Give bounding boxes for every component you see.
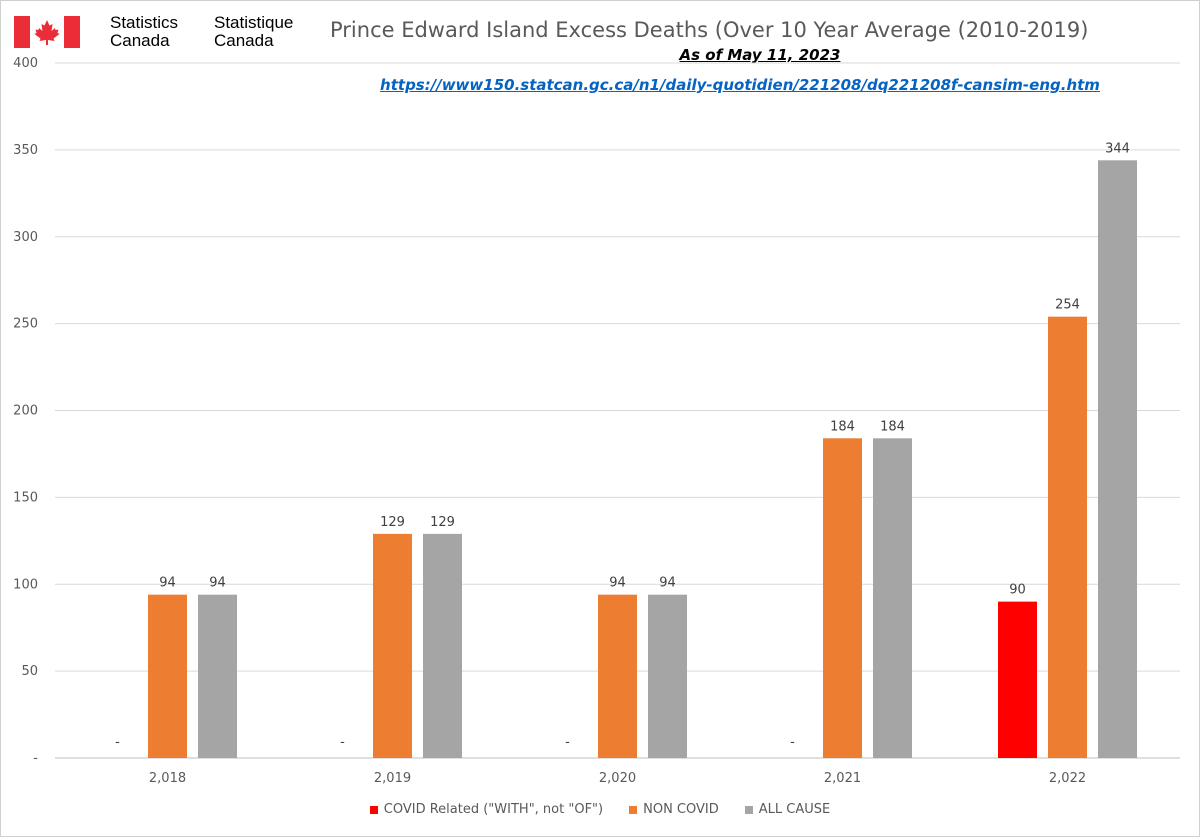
bar-all-cause-3 xyxy=(873,438,912,758)
y-axis-ticks: - 50 100 150 200 250 300 350 400 xyxy=(13,56,38,766)
legend-label: COVID Related ("WITH", not "OF") xyxy=(383,802,604,817)
y-tick-label: 150 xyxy=(13,490,38,505)
bar-non-covid-3 xyxy=(823,438,862,758)
legend-item: NON COVID xyxy=(629,802,719,817)
legend-swatch xyxy=(369,805,378,814)
wordmark-english: Statistics Canada xyxy=(110,14,200,50)
data-label: 129 xyxy=(430,515,455,530)
data-label: 94 xyxy=(159,576,176,591)
y-tick-label: 100 xyxy=(13,577,38,592)
legend: COVID Related ("WITH", not "OF") NON COVI… xyxy=(0,802,1200,817)
canada-flag-icon xyxy=(14,16,80,48)
legend-label: NON COVID xyxy=(643,802,719,817)
data-label: - xyxy=(790,735,795,750)
legend-swatch xyxy=(744,805,753,814)
bar-non-covid-0 xyxy=(148,594,187,758)
y-tick-label: - xyxy=(33,751,38,766)
y-tick-label: 350 xyxy=(13,143,38,158)
data-label: 344 xyxy=(1105,141,1130,156)
y-tick-label: 250 xyxy=(13,317,38,332)
wordmark-fr-line1: Statistique xyxy=(214,13,294,32)
bar-all-cause-0 xyxy=(198,594,237,758)
bar-covid-related-with-not-of-4 xyxy=(998,601,1037,758)
data-labels: - 94 94 - 129 129 - 94 94 - 184 184 90 254 344 xyxy=(115,141,1130,750)
x-tick-label: 2,019 xyxy=(374,771,411,786)
maple-leaf-icon xyxy=(34,20,60,45)
legend-swatch xyxy=(629,805,638,814)
data-label: - xyxy=(340,735,345,750)
wordmark-french: Statistique Canada xyxy=(214,14,324,50)
data-label: 129 xyxy=(380,515,405,530)
chart-title: Prince Edward Island Excess Deaths (Over… xyxy=(330,18,1089,42)
y-tick-label: 400 xyxy=(13,56,38,71)
data-label: 94 xyxy=(609,576,626,591)
bars xyxy=(148,160,1137,759)
data-label: 90 xyxy=(1009,583,1026,598)
data-label: 94 xyxy=(209,576,226,591)
data-label: 184 xyxy=(830,419,855,434)
source-link[interactable]: https://www150.statcan.gc.ca/n1/daily-qu… xyxy=(380,76,1100,94)
bar-non-covid-1 xyxy=(373,533,412,758)
x-tick-label: 2,021 xyxy=(824,771,861,786)
data-label: - xyxy=(115,735,120,750)
x-tick-label: 2,018 xyxy=(149,771,186,786)
bar-all-cause-2 xyxy=(648,594,687,758)
x-axis-ticks: 2,018 2,019 2,020 2,021 2,022 xyxy=(149,771,1086,786)
legend-item: ALL CAUSE xyxy=(744,802,831,817)
bar-non-covid-2 xyxy=(598,594,637,758)
data-label: - xyxy=(565,735,570,750)
bar-non-covid-4 xyxy=(1048,316,1087,758)
y-tick-label: 50 xyxy=(21,664,38,679)
bar-all-cause-1 xyxy=(423,533,462,758)
bar-all-cause-4 xyxy=(1098,160,1137,759)
flag-left-bar xyxy=(14,16,30,48)
x-tick-label: 2,022 xyxy=(1049,771,1086,786)
data-label: 184 xyxy=(880,419,905,434)
wordmark-en-line1: Statistics xyxy=(110,13,179,32)
x-tick-label: 2,020 xyxy=(599,771,636,786)
y-tick-label: 200 xyxy=(13,404,38,419)
data-label: 94 xyxy=(659,576,676,591)
wordmark-en-line2: Canada xyxy=(110,31,170,50)
y-tick-label: 300 xyxy=(13,230,38,245)
flag-right-bar xyxy=(64,16,80,48)
legend-item: COVID Related ("WITH", not "OF") xyxy=(369,802,604,817)
as-of-date: As of May 11, 2023 xyxy=(679,46,841,64)
legend-label: ALL CAUSE xyxy=(758,802,831,817)
data-label: 254 xyxy=(1055,298,1080,313)
wordmark-fr-line2: Canada xyxy=(214,31,274,50)
